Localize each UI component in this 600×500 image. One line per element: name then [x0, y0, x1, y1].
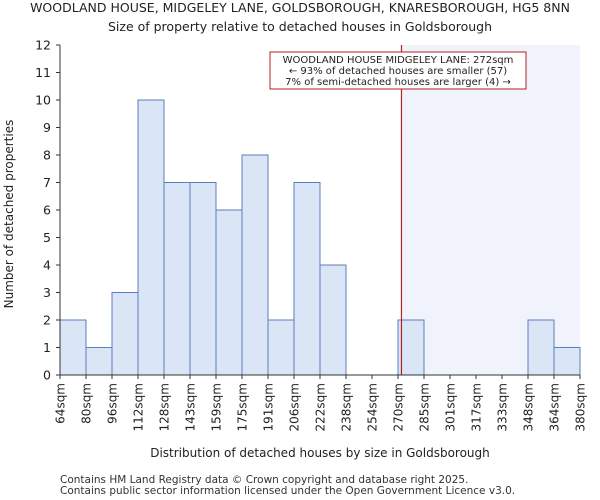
x-tick-label: 380sqm: [574, 383, 588, 431]
x-tick-label: 238sqm: [340, 383, 354, 431]
y-axis-label: Number of detached properties: [2, 120, 16, 309]
bar-206sqm: [293, 182, 321, 376]
x-tick-label: 96sqm: [106, 383, 120, 424]
x-tick-label: 175sqm: [236, 383, 250, 431]
x-tick-label: 301sqm: [444, 383, 458, 431]
x-tick-label: 64sqm: [54, 383, 68, 424]
x-tick-label: 191sqm: [262, 383, 276, 431]
x-tick-label: 317sqm: [470, 383, 484, 431]
annotation-line: WOODLAND HOUSE MIDGELEY LANE: 272sqm: [283, 55, 514, 66]
bar-222sqm: [319, 264, 347, 376]
x-tick-label: 285sqm: [418, 383, 432, 431]
annotation-line: ← 93% of detached houses are smaller (57…: [289, 66, 507, 77]
chart-title: WOODLAND HOUSE, MIDGELEY LANE, GOLDSBORO…: [30, 0, 570, 15]
bar-64sqm: [59, 319, 87, 376]
bar-80sqm: [85, 347, 113, 376]
x-tick-label: 112sqm: [132, 383, 146, 431]
bar-128sqm: [163, 182, 191, 376]
x-axis-label: Distribution of detached houses by size …: [150, 446, 490, 460]
bar-112sqm: [137, 99, 165, 376]
bar-348sqm: [527, 319, 555, 376]
y-tick-label: 6: [43, 203, 51, 218]
bar-175sqm: [241, 154, 269, 376]
x-tick-label: 333sqm: [496, 383, 510, 431]
y-tick-label: 5: [43, 230, 51, 245]
y-tick-label: 12: [35, 38, 51, 53]
x-tick-label: 348sqm: [522, 383, 536, 431]
bar-143sqm: [189, 182, 217, 376]
footer-copyright: Contains HM Land Registry data © Crown c…: [60, 474, 469, 486]
footer-licence: Contains public sector information licen…: [60, 485, 516, 497]
x-tick-label: 254sqm: [366, 383, 380, 431]
bar-191sqm: [267, 319, 295, 376]
y-tick-label: 9: [43, 120, 51, 135]
y-tick-label: 8: [43, 148, 51, 163]
bar-159sqm: [215, 209, 243, 376]
annotation-box: [269, 51, 527, 90]
x-tick-label: 222sqm: [314, 383, 328, 431]
y-tick-label: 4: [43, 258, 51, 273]
y-tick-label: 3: [43, 285, 51, 300]
y-tick-label: 2: [43, 313, 51, 328]
y-tick-label: 0: [43, 368, 51, 383]
x-tick-label: 128sqm: [158, 383, 172, 431]
bar-364sqm: [553, 347, 581, 376]
y-tick-label: 1: [43, 340, 51, 355]
x-tick-label: 364sqm: [548, 383, 562, 431]
x-tick-label: 143sqm: [184, 383, 198, 431]
bar-96sqm: [111, 292, 139, 376]
x-tick-label: 80sqm: [80, 383, 94, 424]
chart-subtitle: Size of property relative to detached ho…: [107, 19, 493, 34]
bar-270sqm: [397, 319, 425, 376]
y-tick-label: 7: [43, 175, 51, 190]
annotation-line: 7% of semi-detached houses are larger (4…: [285, 77, 511, 88]
y-tick-label: 11: [35, 65, 51, 80]
x-tick-label: 159sqm: [210, 383, 224, 431]
x-tick-label: 206sqm: [288, 383, 302, 431]
y-tick-label: 10: [35, 93, 51, 108]
x-tick-label: 270sqm: [392, 383, 406, 431]
